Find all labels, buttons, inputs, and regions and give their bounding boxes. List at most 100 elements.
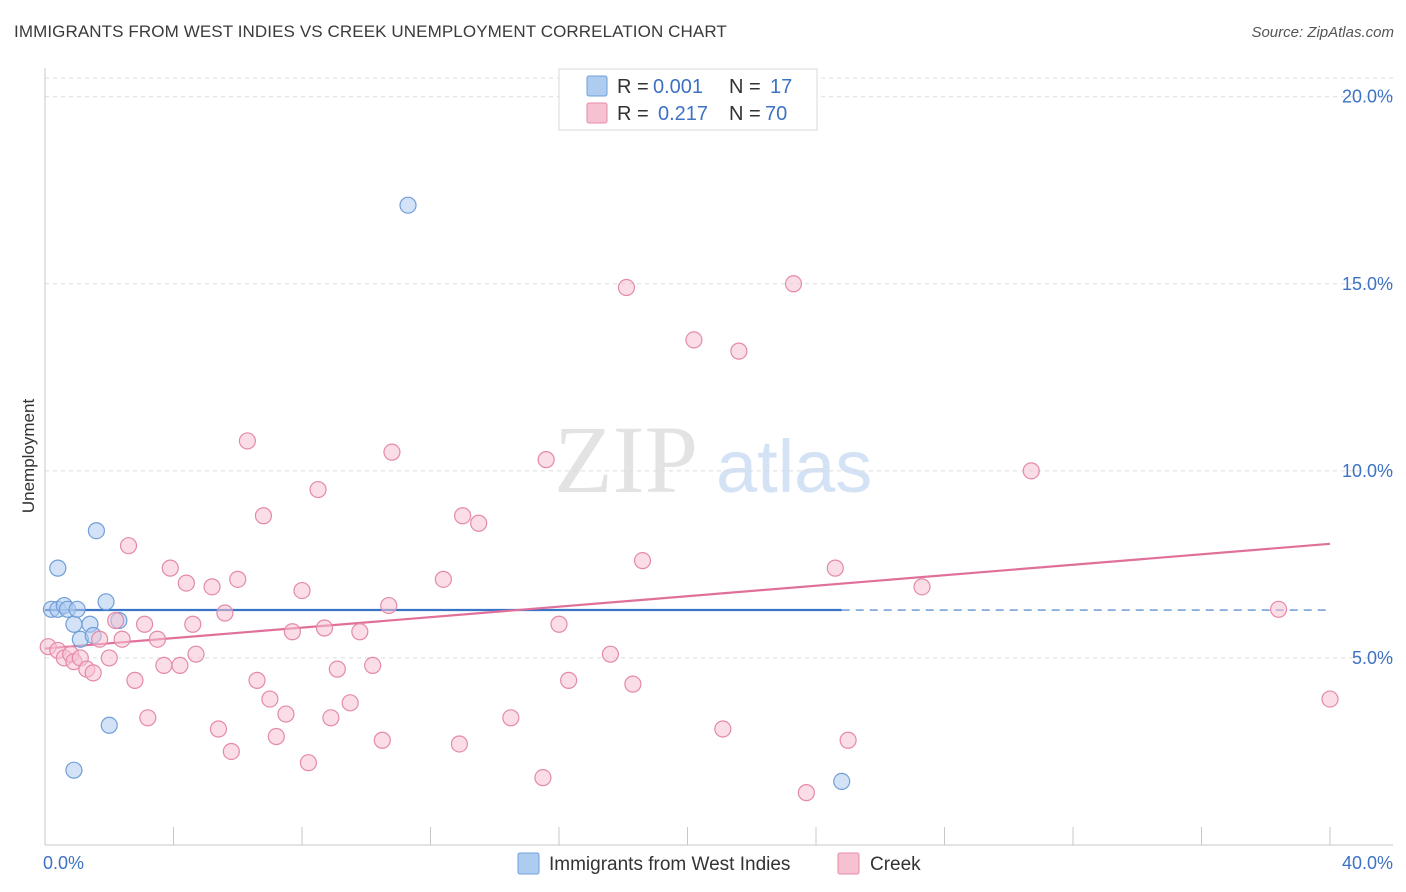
point-creek-56	[601, 645, 620, 663]
series-legend-label-blue: Immigrants from West Indies	[549, 854, 790, 875]
point-creek-65	[826, 559, 844, 577]
point-west-indies-16	[833, 772, 851, 790]
point-creek-64	[797, 784, 815, 802]
legend-r-value-1: 0.001	[653, 76, 703, 98]
y-tick-label-15: 15.0%	[1342, 274, 1393, 294]
watermark-atlas: atlas	[716, 425, 872, 508]
point-creek-16	[148, 630, 167, 648]
point-creek-18	[161, 559, 179, 577]
point-creek-8	[91, 630, 109, 648]
point-creek-59	[633, 552, 652, 570]
point-creek-53	[537, 451, 555, 469]
legend-r-value-2: 0.217	[658, 103, 708, 125]
y-tick-label-5: 5.0%	[1352, 648, 1393, 668]
series-legend-swatch-blue	[517, 852, 540, 875]
legend-n-value-2: 70	[765, 103, 787, 125]
point-west-indies-9	[87, 522, 106, 540]
trend-line-creek	[44, 542, 1331, 650]
chart-source: Source: ZipAtlas.com	[1251, 24, 1394, 41]
point-creek-13	[126, 671, 144, 689]
point-creek-14	[135, 615, 154, 633]
point-creek-7	[84, 664, 102, 682]
point-west-indies-15	[399, 196, 417, 214]
point-creek-70	[1321, 690, 1339, 708]
point-creek-63	[784, 275, 803, 293]
point-creek-50	[470, 514, 488, 532]
point-creek-24	[209, 720, 228, 738]
point-creek-66	[839, 731, 857, 749]
legend-n-label-2: N =	[729, 103, 761, 125]
point-creek-26	[222, 742, 240, 761]
point-creek-15	[139, 709, 157, 727]
point-creek-49	[454, 507, 472, 525]
point-creek-12	[119, 537, 138, 555]
point-creek-22	[187, 645, 205, 663]
point-creek-20	[177, 574, 195, 592]
point-creek-69	[1269, 600, 1288, 618]
point-creek-37	[309, 480, 327, 499]
point-creek-27	[229, 570, 247, 588]
point-creek-62	[730, 342, 748, 360]
point-creek-52	[534, 769, 552, 787]
trend-lines	[44, 542, 1331, 650]
point-creek-43	[364, 656, 382, 675]
point-creek-41	[341, 694, 359, 712]
point-creek-38	[315, 619, 334, 637]
series-legend-swatch-pink	[837, 852, 860, 875]
point-creek-39	[322, 709, 340, 727]
point-creek-32	[267, 727, 285, 746]
point-creek-23	[203, 578, 221, 596]
point-creek-68	[1022, 462, 1040, 480]
chart-title: IMMIGRANTS FROM WEST INDIES VS CREEK UNE…	[14, 22, 727, 41]
point-creek-55	[560, 671, 578, 689]
y-axis-label: Unemployment	[19, 399, 38, 514]
point-creek-40	[328, 660, 346, 678]
point-west-indies-4	[65, 615, 83, 633]
point-creek-31	[261, 690, 279, 708]
data-points	[39, 196, 1339, 802]
axes	[44, 68, 1393, 846]
point-creek-58	[624, 675, 642, 693]
watermark-zip: ZIP	[554, 406, 698, 513]
point-creek-25	[216, 604, 234, 622]
point-creek-28	[238, 432, 256, 450]
point-creek-29	[248, 671, 266, 689]
point-creek-61	[714, 720, 732, 738]
x-tick-label-max: 40.0%	[1342, 853, 1393, 873]
point-west-indies-13	[49, 559, 67, 577]
point-creek-46	[383, 443, 401, 461]
point-creek-44	[373, 731, 391, 749]
point-creek-42	[351, 623, 369, 641]
point-creek-47	[434, 570, 452, 588]
point-creek-30	[254, 507, 273, 525]
point-creek-45	[380, 596, 398, 615]
y-tick-label-10: 10.0%	[1342, 461, 1393, 481]
stats-legend: R = 0.001 N = 17 R = 0.217 N = 70	[558, 68, 818, 131]
point-creek-60	[685, 331, 703, 349]
point-west-indies-5	[68, 600, 86, 618]
series-legend: Immigrants from West Indies Creek	[517, 852, 921, 875]
tick-labels: 5.0% 10.0% 15.0% 20.0% 0.0% 40.0%	[43, 87, 1393, 873]
point-creek-19	[171, 656, 189, 675]
point-creek-10	[107, 611, 125, 630]
point-creek-34	[283, 623, 301, 641]
x-tick-label-min: 0.0%	[43, 853, 84, 873]
legend-r-label-2: R =	[617, 103, 649, 125]
point-creek-33	[277, 705, 295, 723]
point-creek-48	[450, 735, 469, 753]
point-creek-67	[913, 578, 931, 596]
point-west-indies-11	[100, 716, 118, 734]
point-creek-36	[299, 754, 318, 772]
point-west-indies-10	[97, 593, 115, 611]
y-tick-label-20: 20.0%	[1342, 87, 1393, 107]
legend-swatch-blue	[586, 75, 608, 97]
series-legend-label-pink: Creek	[870, 854, 921, 875]
point-creek-11	[113, 630, 131, 648]
legend-n-value-1: 17	[770, 76, 792, 98]
grid-lines	[45, 77, 1393, 659]
legend-swatch-pink	[586, 102, 608, 124]
point-creek-51	[502, 709, 520, 727]
point-creek-57	[617, 278, 636, 297]
point-creek-54	[550, 615, 568, 633]
